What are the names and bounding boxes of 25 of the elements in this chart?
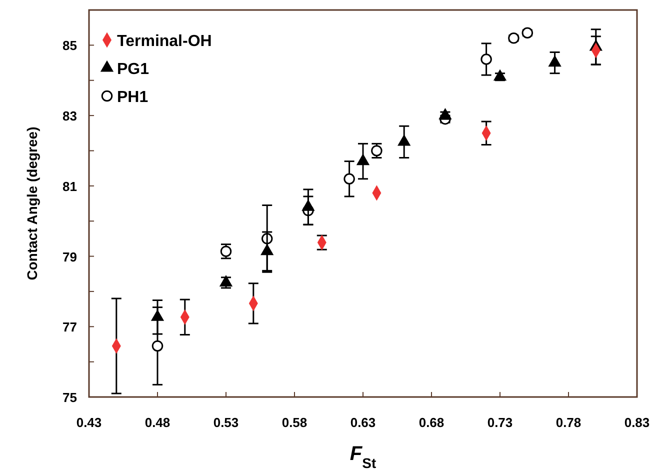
point [220,246,232,257]
x-tick-label: 0.73 [487,415,513,430]
y-tick-label: 85 [62,38,77,54]
y-tick-label: 81 [62,178,77,194]
x-axis-title: F$_{St}$ [350,443,376,471]
y-axis-title: Contact Angle (degree) [24,126,40,280]
point [371,145,382,156]
y-tick-label: 77 [62,320,77,335]
legend-label: Terminal-OH [117,33,212,50]
point [152,340,164,352]
y-tick-label: 83 [62,108,77,124]
x-tick-label: 0.43 [76,415,102,430]
x-tick-label: 0.78 [556,415,582,430]
legend-label: PG1 [117,61,150,78]
point [344,173,355,184]
x-tick-label: 0.58 [282,415,308,430]
legend-label: PH1 [117,89,148,106]
x-tick-label: 0.63 [350,415,376,430]
x-tick-label: 0.68 [418,415,444,430]
point [480,54,492,65]
y-tick-label: 75 [62,390,77,405]
y-tick-label: 79 [62,249,77,264]
x-tick-label: 0.48 [144,415,170,430]
x-tick-label: 0.83 [624,415,650,430]
x-tick-label: 0.53 [213,415,239,430]
